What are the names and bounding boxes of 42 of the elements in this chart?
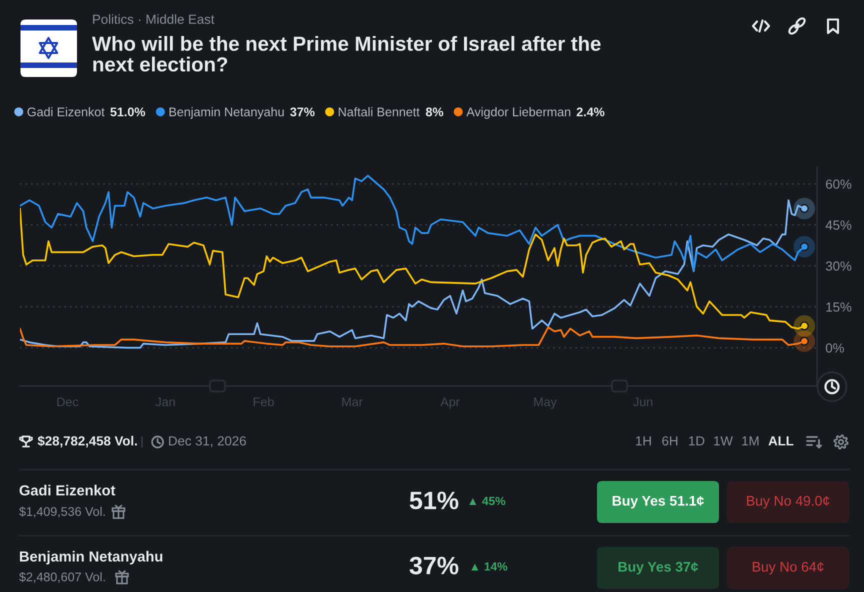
text: ALL [768, 436, 794, 446]
y-tick-label: 15% [826, 302, 852, 312]
text: Gadi Eizenkot [20, 484, 116, 496]
text: 1W [714, 436, 733, 446]
text: $2,480,607 Vol. [19, 572, 105, 583]
text: ▲ 14% [471, 562, 508, 571]
text: Buy No 64¢ [752, 562, 824, 574]
legend-label: Naftali Bennett [338, 107, 420, 116]
text: 8% [426, 108, 444, 116]
x-tick-label: Jan [156, 398, 175, 406]
x-tick-label: Dec [57, 398, 78, 406]
text: Politics · Middle East [93, 14, 214, 24]
legend-label: Gadi Eizenkot [28, 107, 105, 116]
text: $1,409,536 Vol. [19, 506, 105, 518]
y-tick-label: 60% [826, 179, 852, 189]
text: Buy Yes 51.1¢ [612, 496, 704, 508]
text: 51.0% [110, 108, 146, 116]
x-tick-label: Feb [254, 397, 274, 406]
legend-label: Benjamin Netanyahu [170, 107, 284, 119]
text: Buy No 49.0¢ [747, 496, 830, 508]
text: Dec 31, 2026 [169, 436, 246, 448]
text: 37% [290, 108, 315, 116]
x-tick-label: Apr [440, 398, 460, 409]
text: 2.4% [576, 108, 604, 116]
text: $28,782,458 Vol. [38, 436, 137, 448]
text: 51% [410, 492, 458, 510]
text: ▲ 45% [469, 496, 506, 506]
x-tick-label: Mar [342, 398, 363, 406]
text: Buy Yes 37¢ [618, 562, 698, 574]
x-tick-label: May [534, 398, 557, 409]
legend-label: Avigdor Lieberman [466, 107, 570, 119]
text: 6H [662, 436, 678, 446]
y-tick-label: 30% [826, 261, 852, 271]
text: 1H [636, 436, 651, 446]
text: 1D [689, 436, 704, 446]
text: Benjamin Netanyahu [20, 550, 162, 564]
text: 1M [742, 436, 758, 446]
y-tick-label: 45% [826, 220, 852, 230]
y-tick-label: 0% [826, 343, 844, 353]
text: 37% [410, 556, 458, 574]
x-tick-label: Jun [633, 398, 652, 406]
chart-title: Who will be the next Prime Minister of Israel after the next election? [92, 36, 601, 72]
